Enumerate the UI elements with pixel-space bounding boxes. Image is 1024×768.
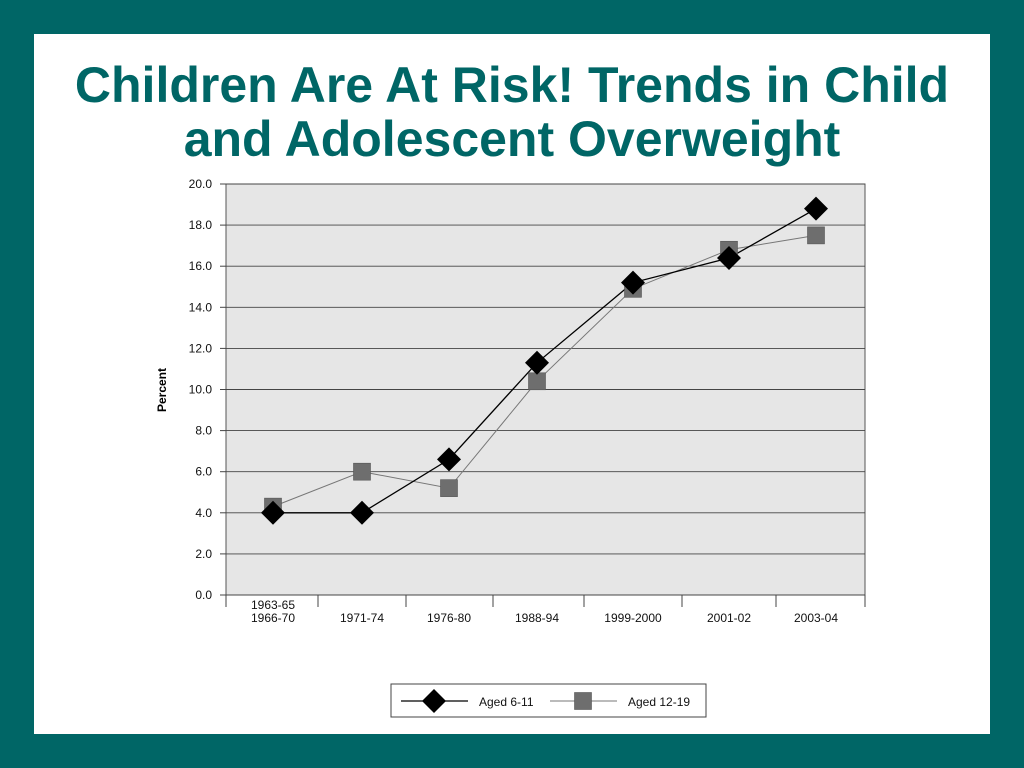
x-tick-label: 1999-2000	[604, 611, 662, 625]
point-aged-12-19	[807, 226, 825, 245]
y-tick-label: 16.0	[189, 259, 213, 273]
y-tick-label: 14.0	[189, 300, 213, 314]
y-tick-label: 0.0	[195, 588, 212, 602]
x-tick-label: 2003-04	[794, 611, 838, 625]
point-aged-12-19	[440, 479, 458, 497]
y-tick-label: 4.0	[195, 506, 212, 520]
point-aged-6-11	[804, 196, 828, 221]
point-aged-6-11	[350, 500, 374, 525]
point-aged-6-11	[621, 270, 645, 295]
y-tick-label: 6.0	[195, 465, 212, 479]
y-tick-label: 10.0	[189, 383, 213, 397]
y-tick-label: 8.0	[195, 424, 212, 438]
title-line-1: Children Are At Risk! Trends in Child	[74, 57, 950, 113]
point-aged-12-19	[353, 462, 371, 481]
x-tick-label: 1988-94	[515, 611, 559, 625]
legend-label-aged-12-19: Aged 12-19	[628, 695, 690, 709]
y-tick-label: 20.0	[189, 177, 213, 191]
x-tick-label: 1971-74	[340, 611, 384, 625]
y-tick-label: 18.0	[189, 218, 213, 232]
legend-label-aged-6-11: Aged 6-11	[479, 695, 534, 709]
y-tick-label: 2.0	[195, 547, 212, 561]
x-tick-label: 1976-80	[427, 611, 471, 625]
y-axis-label: Percent	[155, 368, 169, 412]
x-tick-label: 1963-65 1966-70	[251, 598, 295, 625]
point-aged-6-11	[437, 447, 461, 472]
legend-marker-aged-6-11	[422, 689, 446, 713]
point-aged-6-11	[525, 350, 549, 375]
title-line-2: and Adolescent Overweight	[183, 111, 841, 167]
y-tick-label: 12.0	[189, 341, 213, 355]
point-aged-12-19	[528, 372, 546, 391]
slide-title: Children Are At Risk! Trends in Child an…	[34, 58, 990, 166]
x-tick-label: 2001-02	[707, 611, 751, 625]
legend-marker-aged-12-19	[574, 692, 592, 710]
point-aged-6-11	[717, 245, 741, 270]
point-aged-6-11	[261, 500, 285, 525]
